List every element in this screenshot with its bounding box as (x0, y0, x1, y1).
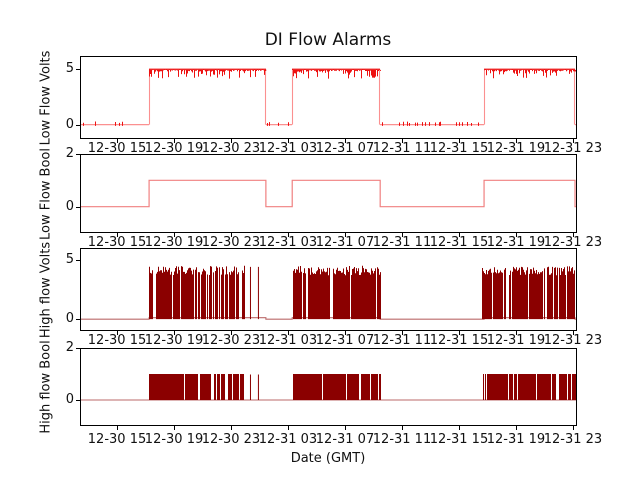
x-tick-label: 12-31 11 (372, 432, 432, 447)
x-tick-label: 12-30 23 (201, 141, 261, 156)
x-tick-label: 12-31 03 (258, 141, 318, 156)
x-tick-label: 12-31 11 (372, 141, 432, 156)
x-tick-label: 12-30 15 (87, 333, 147, 348)
y-tick-label-high-flow-volts: 0 (65, 311, 74, 327)
x-tick-label: 12-31 07 (315, 141, 375, 156)
y-tick-label-high-flow-bool: 0 (65, 392, 74, 407)
y-axis-label-low-flow-volts: Low Flow Volts (38, 50, 54, 145)
y-tick-label-high-flow-volts: 5 (65, 251, 74, 267)
x-tick-label: 12-31 15 (429, 432, 489, 447)
x-tick-label: 12-30 23 (201, 235, 261, 250)
x-tick-label: 12-30 23 (201, 333, 261, 348)
x-tick-label: 12-31 15 (429, 333, 489, 348)
x-tick-label: 12-31 19 (486, 432, 546, 447)
x-axis-label: Date (GMT) (290, 451, 366, 466)
x-tick-label: 12-31 23 (543, 235, 603, 250)
y-tick-label-low-flow-bool: 2 (65, 146, 74, 161)
x-tick-label: 12-31 19 (486, 333, 546, 348)
x-tick-label: 12-30 19 (144, 333, 204, 348)
x-tick-label: 12-31 03 (258, 333, 318, 348)
x-tick-label: 12-31 19 (486, 235, 546, 250)
x-tick-label: 12-30 19 (144, 432, 204, 447)
x-tick-label: 12-31 07 (315, 432, 375, 447)
y-axis-label-high-flow-volts: High flow Volts (38, 241, 54, 338)
x-tick-label: 12-30 23 (201, 432, 261, 447)
y-tick-label-low-flow-volts: 0 (65, 116, 74, 132)
x-tick-label: 12-31 03 (258, 432, 318, 447)
x-tick-label: 12-30 19 (144, 235, 204, 250)
y-tick-label-low-flow-bool: 0 (65, 198, 74, 214)
x-tick-label: 12-31 23 (543, 432, 603, 447)
x-tick-label: 12-30 15 (87, 235, 147, 250)
x-tick-label: 12-31 19 (486, 141, 546, 156)
x-tick-label: 12-31 15 (429, 235, 489, 250)
x-tick-label: 12-31 11 (372, 333, 432, 348)
y-tick-label-high-flow-bool: 2 (65, 340, 74, 355)
y-axis-label-low-flow-bool: Low Flow Bool (38, 147, 54, 240)
x-tick-label: 12-31 23 (543, 141, 603, 156)
x-tick-label: 12-31 07 (315, 235, 375, 250)
chart-title: DI Flow Alarms (264, 30, 392, 50)
x-tick-label: 12-31 15 (429, 141, 489, 156)
x-tick-label: 12-31 07 (315, 333, 375, 348)
y-tick-label-low-flow-volts: 5 (65, 61, 74, 77)
y-axis-label-high-flow-bool: High flow Bool (38, 340, 54, 434)
x-tick-label: 12-31 23 (543, 333, 603, 348)
x-tick-label: 12-30 15 (87, 432, 147, 447)
x-tick-label: 12-30 15 (87, 141, 147, 156)
x-tick-label: 12-31 11 (372, 235, 432, 250)
x-tick-label: 12-30 19 (144, 141, 204, 156)
x-tick-label: 12-31 03 (258, 235, 318, 250)
